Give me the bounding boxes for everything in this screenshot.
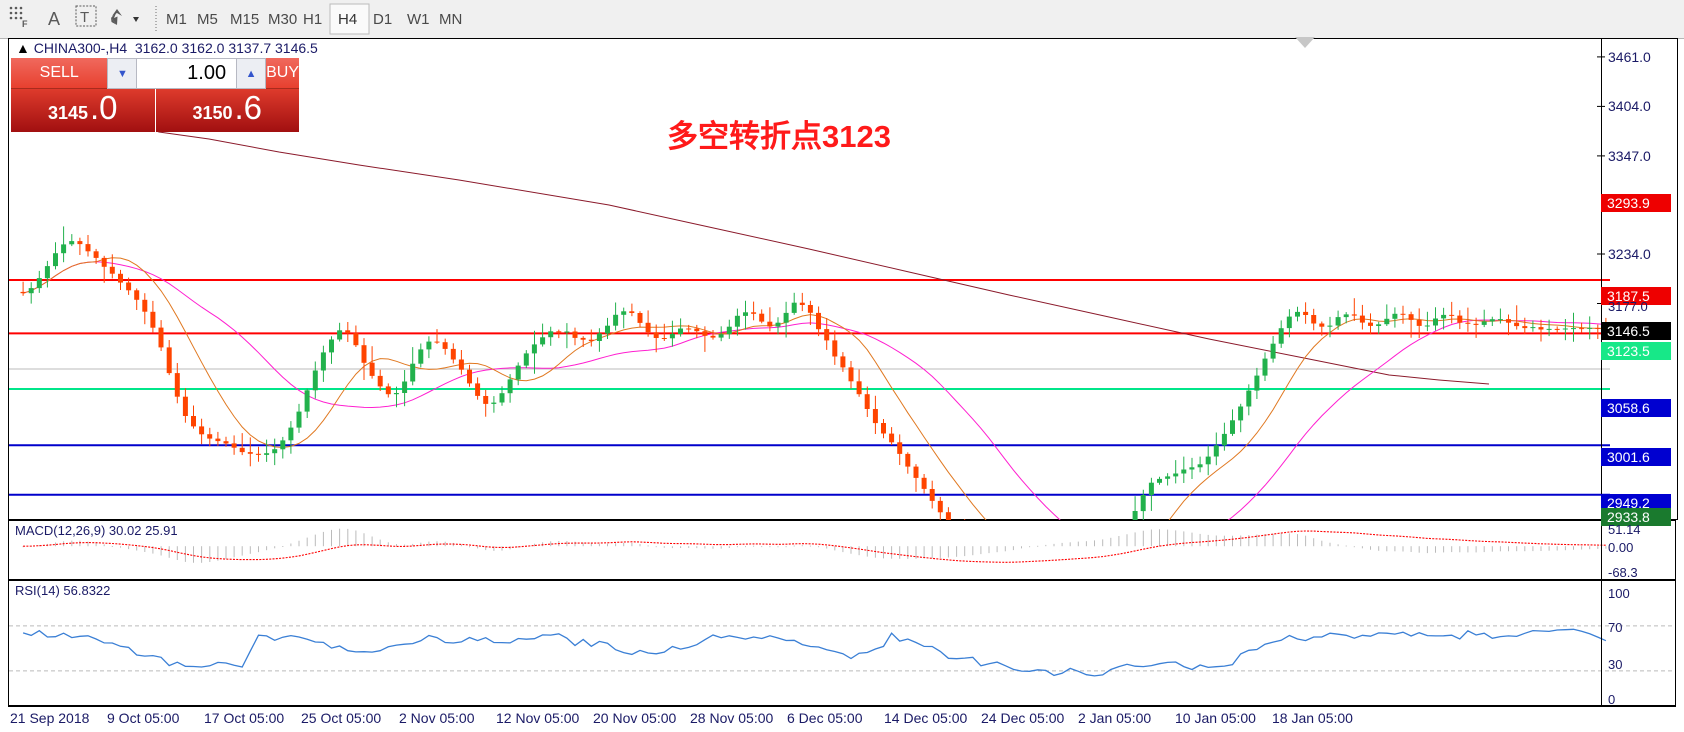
- svg-text:F: F: [22, 19, 28, 29]
- svg-text:H4: H4: [338, 11, 357, 28]
- svg-text:D1: D1: [373, 11, 392, 28]
- svg-text:M5: M5: [197, 11, 218, 28]
- svg-text:A: A: [48, 9, 60, 29]
- svg-text:H1: H1: [303, 11, 322, 28]
- svg-text:T: T: [80, 9, 89, 26]
- svg-text:多空转折点3123: 多空转折点3123: [667, 119, 891, 154]
- svg-text:MN: MN: [439, 11, 462, 28]
- svg-text:M15: M15: [230, 11, 259, 28]
- svg-text:W1: W1: [407, 11, 430, 28]
- svg-text:M30: M30: [268, 11, 297, 28]
- svg-text:M1: M1: [166, 11, 187, 28]
